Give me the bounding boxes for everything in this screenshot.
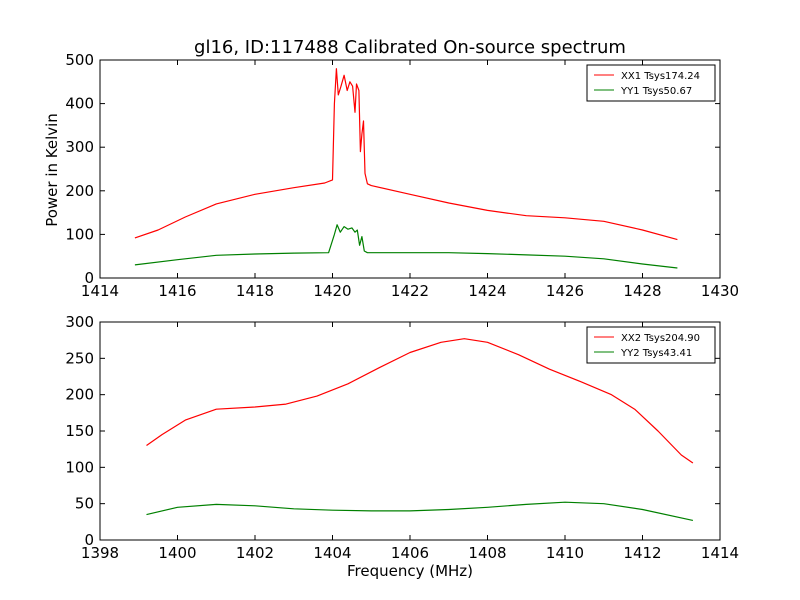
y-tick-label: 200 — [65, 386, 94, 404]
y-tick-label: 200 — [65, 182, 94, 200]
y-tick-label: 400 — [65, 95, 94, 113]
series-lines-bottom — [146, 338, 694, 521]
x-tick-label: 1402 — [236, 544, 274, 562]
legend-box-bottom — [586, 326, 716, 364]
x-tick-label: 1410 — [546, 544, 584, 562]
legend-label-xx1: XX1 Tsys174.24 — [621, 71, 700, 82]
x-tick-label: 1414 — [81, 282, 119, 300]
plot-frame-top — [99, 59, 721, 279]
x-tick-label: 1426 — [546, 282, 584, 300]
x-tick-label: 1398 — [81, 544, 119, 562]
x-tick-label: 1420 — [313, 282, 351, 300]
panel-bottom: Frequency (MHz) 1398 1400 1402 1404 1406 1408… — [65, 313, 739, 580]
legend-label-yy2: YY2 Tsys43.41 — [620, 348, 692, 359]
series-line-yy1 — [134, 224, 678, 269]
legend-box-top — [586, 64, 716, 102]
x-tick-label: 1416 — [158, 282, 196, 300]
x-tick-label: 1414 — [701, 544, 739, 562]
x-tick-label: 1422 — [391, 282, 429, 300]
y-tick-label: 100 — [65, 225, 94, 243]
y-tick-label: 0 — [84, 531, 94, 549]
y-tick-label: 50 — [75, 495, 94, 513]
panel-top: gl16, ID:117488 Calibrated On-source spe… — [43, 37, 739, 300]
y-ticks-top: 0 100 200 300 400 500 — [65, 51, 720, 287]
x-tick-label: 1406 — [391, 544, 429, 562]
x-tick-label: 1418 — [236, 282, 274, 300]
y-tick-label: 300 — [65, 313, 94, 331]
x-tick-label: 1424 — [468, 282, 506, 300]
y-tick-label: 100 — [65, 458, 94, 476]
legend-bottom: XX2 Tsys204.90 YY2 Tsys43.41 — [586, 326, 716, 364]
x-tick-label: 1412 — [623, 544, 661, 562]
legend-label-xx2: XX2 Tsys204.90 — [621, 333, 700, 344]
x-ticks-bottom: 1398 1400 1402 1404 1406 1408 1410 1412 1414 — [81, 322, 739, 562]
x-tick-label: 1430 — [701, 282, 739, 300]
y-ticks-bottom: 0 50 100 150 200 250 300 — [65, 313, 720, 549]
y-axis-label-top: Power in Kelvin — [43, 113, 61, 227]
x-tick-label: 1400 — [158, 544, 196, 562]
plot-frame-bottom — [99, 321, 721, 541]
y-tick-label: 500 — [65, 51, 94, 69]
chart-title: gl16, ID:117488 Calibrated On-source spe… — [194, 37, 626, 58]
x-tick-label: 1408 — [468, 544, 506, 562]
series-line-yy2 — [146, 501, 694, 521]
series-line-xx2 — [146, 338, 694, 464]
series-lines-top — [134, 68, 678, 269]
x-tick-label: 1404 — [313, 544, 351, 562]
y-tick-label: 150 — [65, 422, 94, 440]
y-tick-label: 0 — [84, 269, 94, 287]
series-line-xx1 — [134, 68, 678, 241]
x-axis-label-bottom: Frequency (MHz) — [347, 562, 473, 580]
legend-top: XX1 Tsys174.24 YY1 Tsys50.67 — [586, 64, 716, 102]
x-tick-label: 1428 — [623, 282, 661, 300]
legend-label-yy1: YY1 Tsys50.67 — [620, 86, 692, 97]
y-tick-label: 250 — [65, 349, 94, 367]
y-tick-label: 300 — [65, 138, 94, 156]
x-ticks-top: 1414 1416 1418 1420 1422 1424 1426 1428 1430 — [81, 60, 739, 300]
